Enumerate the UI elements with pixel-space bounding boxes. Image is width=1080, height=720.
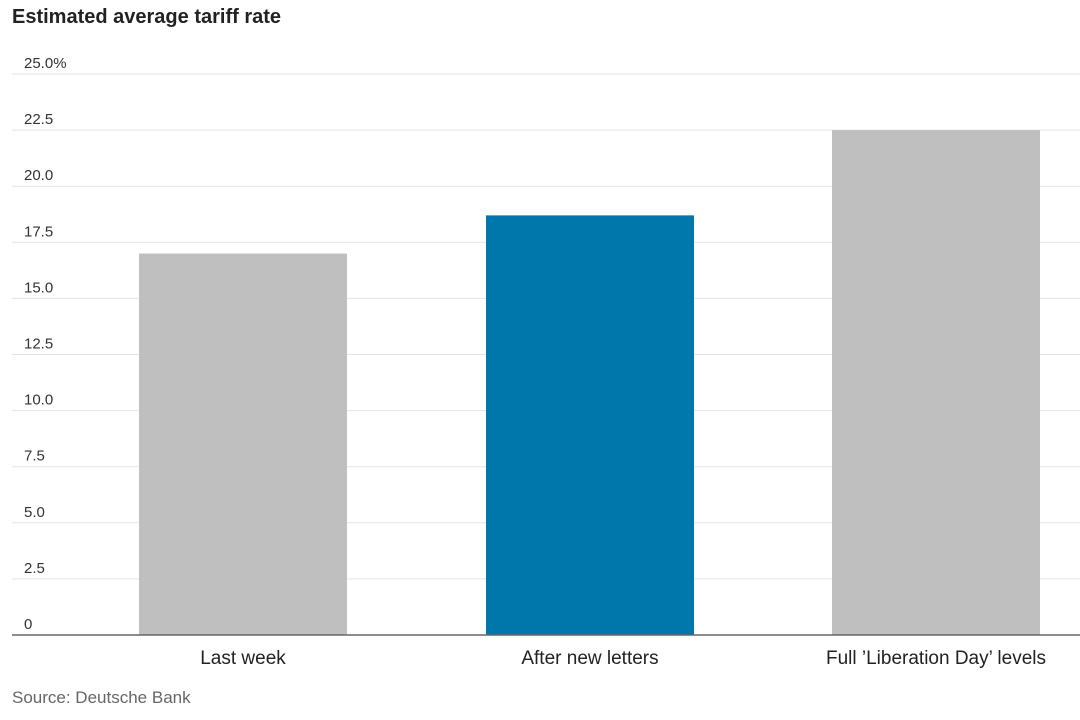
chart-title: Estimated average tariff rate	[12, 6, 282, 28]
x-category-label: Full ’Liberation Day’ levels	[826, 648, 1046, 669]
x-category-label: Last week	[200, 648, 286, 669]
x-category-label: After new letters	[521, 648, 658, 669]
y-tick-label: 0	[24, 616, 32, 633]
y-tick-label: 5.0	[24, 504, 45, 521]
y-tick-label: 12.5	[24, 336, 53, 353]
y-tick-label: 7.5	[24, 448, 45, 465]
y-tick-label: 20.0	[24, 167, 53, 184]
y-tick-label: 2.5	[24, 560, 45, 577]
bar	[832, 130, 1040, 635]
bar	[486, 215, 694, 635]
y-tick-label: 17.5	[24, 223, 53, 240]
bar	[139, 253, 347, 635]
y-tick-label: 15.0	[24, 279, 53, 296]
y-tick-label: 25.0%	[24, 55, 67, 72]
y-tick-label: 22.5	[24, 111, 53, 128]
y-tick-label: 10.0	[24, 392, 53, 409]
source-note: Source: Deutsche Bank	[12, 688, 191, 707]
